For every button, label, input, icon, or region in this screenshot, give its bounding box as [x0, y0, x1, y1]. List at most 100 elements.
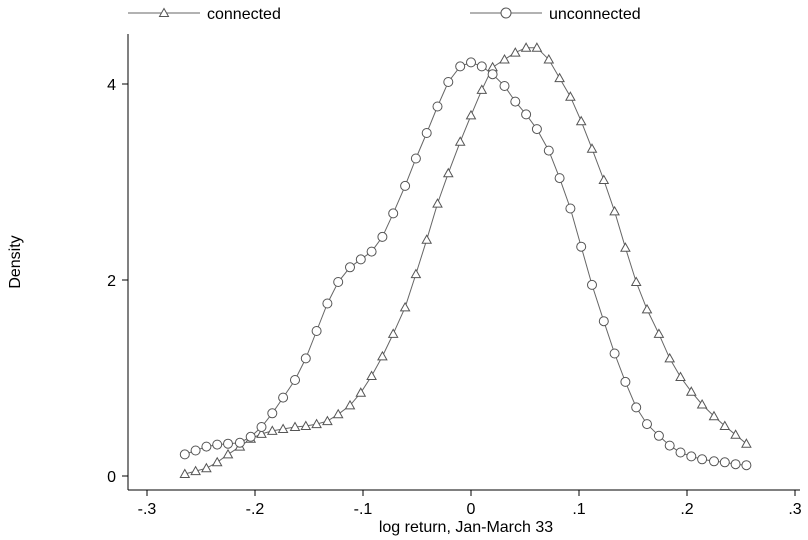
legend-label-connected: connected — [207, 6, 281, 23]
data-point-unconnected — [290, 375, 300, 385]
data-point-connected — [465, 109, 477, 120]
data-point-unconnected — [179, 449, 190, 460]
data-point-unconnected — [499, 81, 510, 91]
data-point-connected — [730, 429, 741, 439]
x-tick-label: -.2 — [246, 501, 265, 518]
data-point-unconnected — [377, 231, 388, 242]
data-point-connected — [509, 47, 521, 57]
y-tick-label: 2 — [107, 273, 116, 290]
data-point-unconnected — [421, 128, 432, 138]
data-point-unconnected — [366, 246, 377, 257]
data-point-unconnected — [631, 402, 642, 413]
data-point-connected — [211, 456, 223, 467]
data-point-connected — [266, 425, 278, 435]
data-point-connected — [277, 423, 289, 433]
data-point-unconnected — [587, 279, 597, 290]
data-point-connected — [531, 42, 543, 52]
data-point-connected — [387, 328, 399, 338]
data-point-unconnected — [256, 422, 267, 432]
data-point-connected — [641, 303, 653, 314]
data-point-unconnected — [245, 431, 256, 442]
data-point-connected — [620, 242, 631, 252]
data-point-unconnected — [267, 408, 278, 419]
data-point-connected — [554, 72, 565, 83]
data-point-connected — [201, 462, 212, 473]
series-line-unconnected — [184, 61, 747, 466]
data-point-connected — [179, 468, 191, 478]
legend-item-unconnected: unconnected — [470, 6, 641, 23]
data-point-unconnected — [400, 180, 411, 191]
data-point-connected — [696, 398, 708, 409]
legend-circle-marker — [500, 7, 512, 19]
data-point-unconnected — [333, 277, 344, 287]
data-point-connected — [355, 387, 367, 397]
series-line-connected — [184, 47, 747, 475]
data-point-connected — [311, 418, 322, 429]
data-point-unconnected — [510, 96, 521, 107]
series-unconnected — [179, 57, 752, 471]
data-point-connected — [377, 350, 388, 361]
data-point-connected — [322, 415, 333, 426]
data-point-unconnected — [521, 109, 532, 120]
data-point-unconnected — [730, 459, 741, 470]
data-point-unconnected — [675, 447, 686, 458]
data-point-unconnected — [212, 439, 223, 450]
data-point-unconnected — [598, 316, 609, 327]
data-point-connected — [543, 53, 555, 64]
data-point-unconnected — [697, 454, 708, 465]
data-point-connected — [332, 408, 344, 419]
legend-label-unconnected: unconnected — [549, 6, 641, 23]
data-point-connected — [719, 420, 731, 430]
data-point-connected — [708, 410, 720, 421]
data-point-unconnected — [466, 57, 476, 68]
data-point-connected — [741, 438, 752, 448]
x-tick-label: .3 — [788, 501, 801, 518]
data-point-unconnected — [741, 460, 752, 471]
data-point-connected — [653, 328, 665, 338]
data-point-connected — [289, 421, 301, 431]
data-point-connected — [344, 399, 356, 410]
x-axis-label: log return, Jan-March 33 — [379, 519, 553, 536]
data-point-unconnected — [620, 376, 631, 387]
x-tick-label: .1 — [572, 501, 585, 518]
data-point-unconnected — [443, 77, 454, 87]
data-point-unconnected — [642, 419, 652, 430]
data-point-unconnected — [300, 353, 311, 364]
data-point-connected — [410, 268, 422, 279]
legend-triangle-marker — [158, 7, 170, 17]
data-point-unconnected — [311, 326, 322, 336]
data-point-connected — [664, 352, 676, 363]
data-point-unconnected — [709, 456, 719, 467]
data-point-unconnected — [410, 153, 421, 164]
legend: connected unconnected — [128, 6, 641, 23]
data-point-unconnected — [543, 145, 554, 156]
series-layer — [179, 42, 752, 478]
x-tick-label: .2 — [680, 501, 693, 518]
data-point-unconnected — [565, 203, 576, 214]
data-point-connected — [421, 234, 433, 244]
data-point-unconnected — [355, 254, 366, 265]
axes: -.3 -.2 -.1 0 .1 .2 .3 0 2 4 — [107, 34, 802, 518]
data-point-unconnected — [190, 445, 201, 456]
legend-item-connected: connected — [128, 6, 281, 23]
x-tick-label: -.3 — [138, 501, 157, 518]
data-point-unconnected — [609, 348, 620, 359]
data-point-connected — [586, 143, 598, 153]
data-point-connected — [520, 42, 532, 52]
data-point-unconnected — [223, 438, 233, 449]
data-point-unconnected — [388, 208, 399, 219]
data-point-connected — [476, 84, 488, 94]
data-point-unconnected — [432, 101, 443, 112]
data-point-connected — [442, 167, 454, 178]
data-point-unconnected — [476, 61, 487, 72]
x-tick-label: -.1 — [354, 501, 373, 518]
y-tick-label: 0 — [107, 469, 116, 486]
data-point-connected — [630, 276, 642, 286]
series-connected — [179, 42, 752, 478]
data-point-unconnected — [653, 430, 664, 441]
data-point-unconnected — [664, 440, 675, 451]
data-point-connected — [685, 386, 697, 396]
data-point-connected — [565, 91, 576, 101]
data-point-connected — [190, 465, 201, 476]
data-point-connected — [499, 53, 510, 64]
